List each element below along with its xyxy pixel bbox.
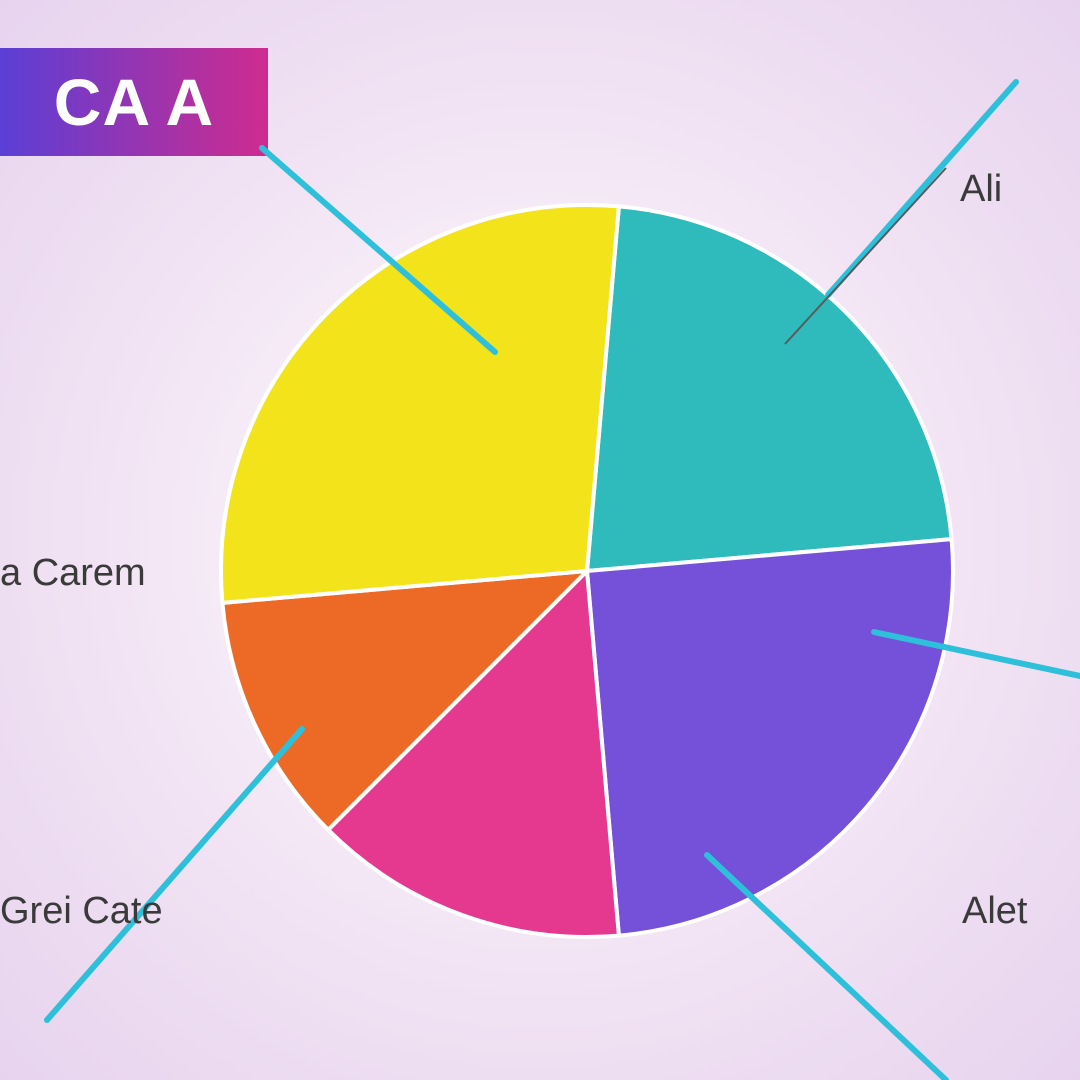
pie-slice-yellow [221,205,619,603]
pie-slice-teal [587,206,952,571]
label-carem: a Carem [0,552,146,595]
pie-slice-purple [587,539,953,936]
label-grei: Grei Cate [0,890,163,933]
label-alet: Alet [962,890,1027,933]
label-ali: Ali [960,168,1002,211]
leader-line-2 [707,855,946,1080]
leader-line-1 [47,729,302,1020]
leader-line-accent [785,168,946,344]
